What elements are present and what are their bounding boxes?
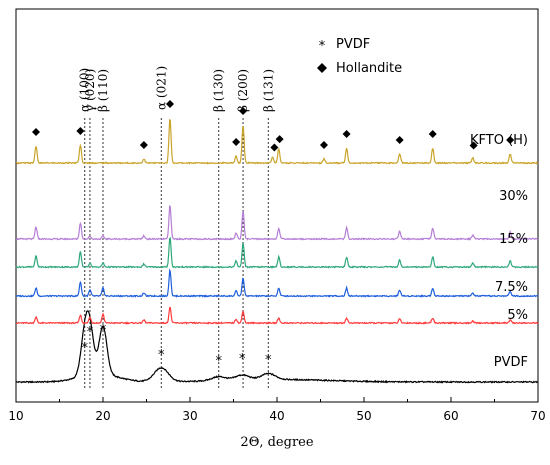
hollandite-marker-8: [319, 141, 328, 149]
hollandite-marker-1: [76, 127, 85, 135]
series-line-30%: [15, 204, 539, 241]
hollandite-marker-6: [270, 143, 279, 152]
series-label-5%: 5%: [507, 308, 528, 323]
series-line-15%: [15, 237, 539, 269]
hollandite-marker-2: [139, 141, 148, 149]
x-axis-label: 2Θ, degree: [240, 435, 313, 450]
reference-label-3: α (021): [154, 66, 168, 110]
series-label-7.5%: 7.5%: [495, 280, 528, 295]
reference-label-2: β (110): [96, 69, 110, 112]
hollandite-marker-7: [275, 135, 284, 144]
x-tick-label-60: 60: [443, 409, 458, 423]
series-labels: PVDF 5% 7.5% 15% 30% KFTO (H): [470, 133, 528, 370]
pvdf-marker-2: *: [100, 323, 107, 338]
series-label-30%: 30%: [499, 189, 528, 204]
hollandite-marker-0: [32, 128, 41, 136]
legend-label-1: Hollandite: [336, 61, 402, 76]
peak-markers: ** ** * * *: [32, 100, 515, 369]
hollandite-marker-4: [232, 138, 241, 146]
pvdf-marker-6: *: [265, 353, 272, 368]
reference-label-0: α (100): [78, 68, 92, 112]
x-tick-label-10: 10: [8, 409, 23, 423]
reference-label-6: β (131): [261, 69, 275, 112]
series-line-7.5%: [15, 268, 539, 298]
x-axis: 10 20 30 40 50 60 70: [8, 397, 546, 423]
hollandite-marker-11: [428, 130, 437, 138]
pvdf-marker-4: *: [215, 354, 222, 369]
series-line-5%: [15, 306, 539, 325]
reference-label-5: β (200): [236, 69, 250, 112]
reference-lines: α (100)γ (020) β (110) α (021) β (130) β (20…: [78, 66, 275, 388]
series-line-PVDF: [15, 310, 539, 384]
hollandite-marker-13: [506, 136, 515, 144]
legend-label-0: PVDF: [336, 37, 370, 52]
series-label-KFTO (H): KFTO (H): [470, 133, 528, 148]
hollandite-marker-9: [342, 130, 351, 138]
reference-label-4: β (130): [212, 69, 226, 112]
x-tick-label-20: 20: [95, 409, 110, 423]
series-lines: [15, 118, 539, 384]
pvdf-marker-1: *: [87, 325, 94, 340]
hollandite-marker-5: [239, 107, 248, 115]
legend-diamond-icon: [317, 63, 327, 73]
x-tick-label-70: 70: [530, 409, 545, 423]
hollandite-marker-10: [395, 136, 404, 144]
legend-star-icon: *: [319, 39, 326, 54]
reference-label-1: γ (020): [83, 69, 97, 112]
series-label-15%: 15%: [499, 232, 528, 247]
pvdf-marker-0: *: [81, 341, 88, 356]
hollandite-marker-3: [165, 100, 174, 108]
pvdf-marker-3: *: [158, 348, 165, 363]
pvdf-marker-5: *: [239, 352, 246, 367]
hollandite-marker-12: [469, 141, 478, 150]
x-tick-label-40: 40: [269, 409, 284, 423]
legend: * PVDF Hollandite: [317, 37, 402, 76]
series-label-PVDF: PVDF: [494, 355, 528, 370]
x-tick-label-30: 30: [182, 409, 197, 423]
x-tick-label-50: 50: [356, 409, 371, 423]
series-line-KFTO (H): [15, 118, 539, 165]
